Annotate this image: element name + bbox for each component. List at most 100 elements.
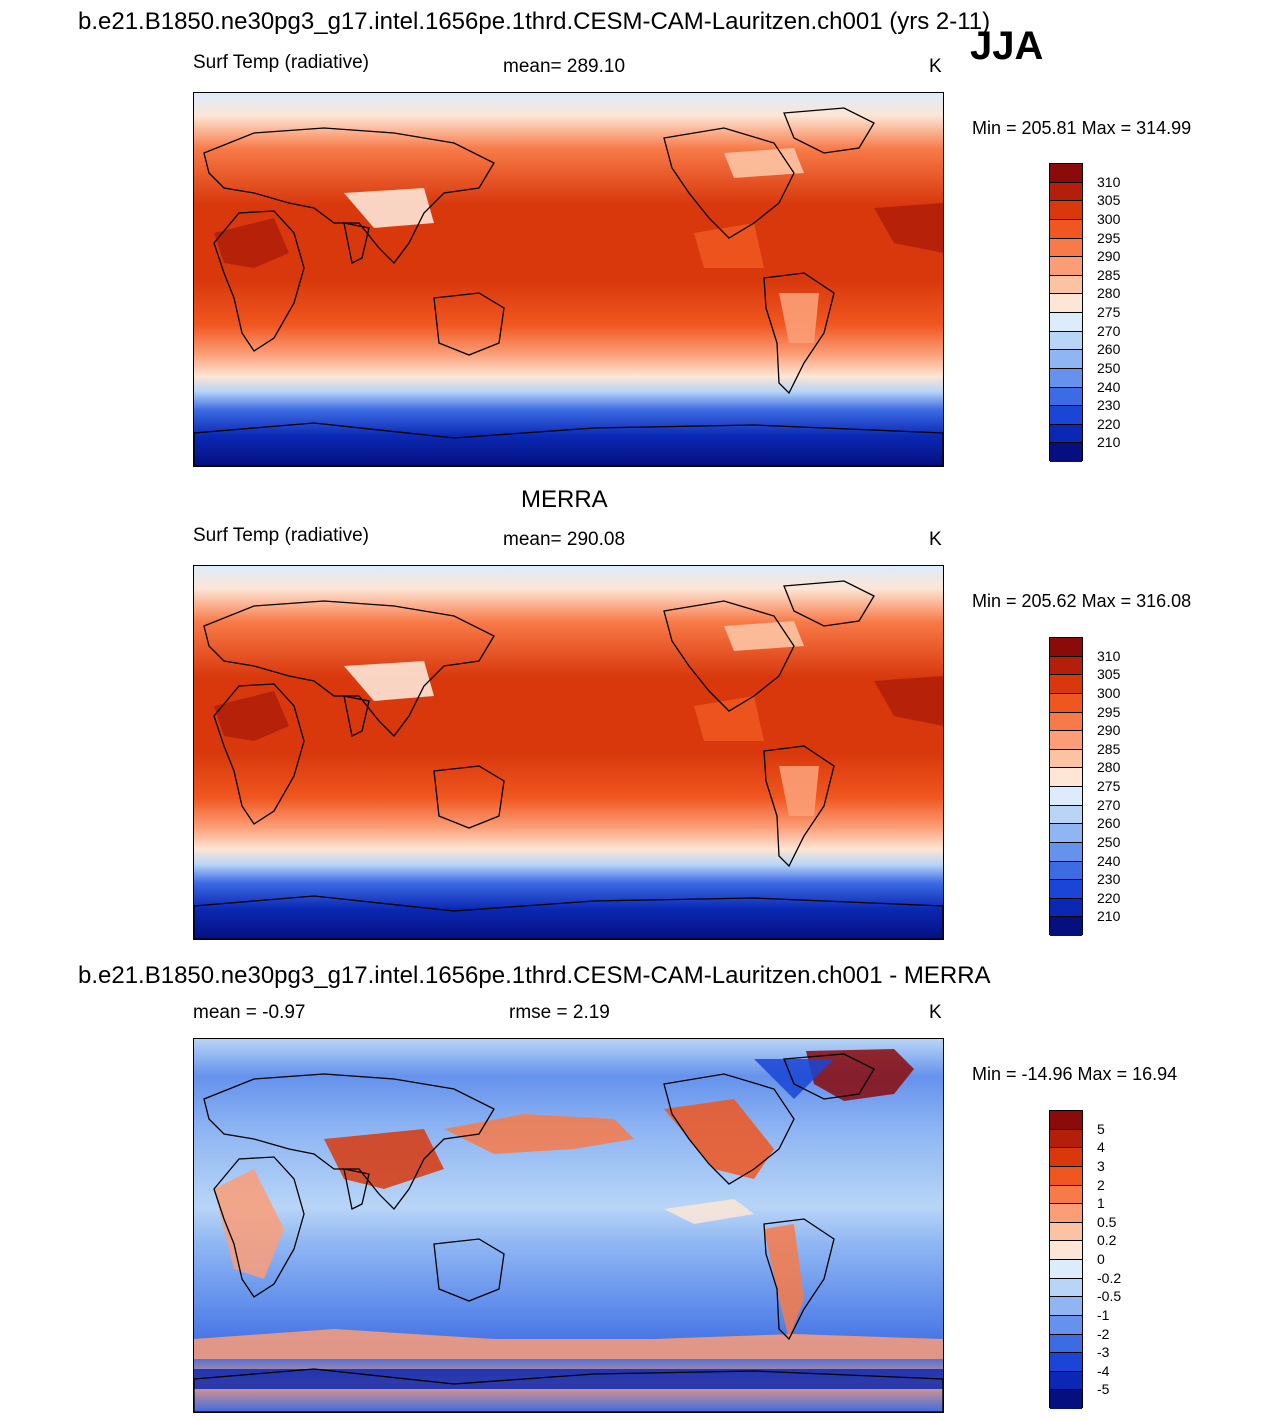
colorbar-tick-label: 4 xyxy=(1097,1139,1105,1156)
map-model xyxy=(193,92,944,467)
coastline xyxy=(433,292,505,356)
colorbar-swatch xyxy=(1050,1297,1082,1316)
colorbar-tick-label: 305 xyxy=(1097,192,1121,209)
colorbar-swatch xyxy=(1050,1278,1082,1298)
colorbar-swatch xyxy=(1050,712,1082,732)
coastline xyxy=(783,107,875,154)
colorbar-swatch xyxy=(1050,693,1082,713)
colorbar-swatch xyxy=(1050,861,1082,881)
colorbar-tick-label: 210 xyxy=(1097,434,1121,451)
colorbar-swatch xyxy=(1050,294,1082,313)
colorbar-swatch xyxy=(1050,1353,1082,1372)
mean-label: mean= 289.10 xyxy=(503,56,626,77)
main-title: b.e21.B1850.ne30pg3_g17.intel.1656pe.1th… xyxy=(78,8,991,35)
colorbar-tick-label: 0 xyxy=(1097,1251,1105,1267)
map-obs xyxy=(193,565,944,940)
coastline xyxy=(783,1053,875,1100)
anomaly-region xyxy=(214,1169,284,1279)
anomaly-region xyxy=(194,1329,943,1359)
variable-label: Surf Temp (radiative) xyxy=(193,52,369,73)
temperature-region xyxy=(344,661,434,701)
colorbar-swatch xyxy=(1050,368,1082,388)
colorbar-obs xyxy=(1049,637,1083,936)
coastline xyxy=(203,600,495,737)
mean-label: mean = -0.97 xyxy=(193,1002,306,1023)
colorbar-tick-label: 0.2 xyxy=(1097,1232,1117,1249)
panel-title: b.e21.B1850.ne30pg3_g17.intel.1656pe.1th… xyxy=(78,962,991,989)
colorbar-tick-label: 295 xyxy=(1097,703,1121,720)
colorbar-tick-label: 285 xyxy=(1097,740,1121,757)
units-label: K xyxy=(929,1002,942,1023)
colorbar-swatch xyxy=(1050,824,1082,843)
colorbar-swatch xyxy=(1050,1371,1082,1391)
colorbar-tick-label: -0.2 xyxy=(1097,1269,1122,1286)
colorbar-swatch xyxy=(1050,1315,1082,1335)
anomaly-region xyxy=(324,1129,444,1189)
colorbar-swatch xyxy=(1050,275,1082,295)
colorbar-tick-label: 0.5 xyxy=(1097,1213,1117,1230)
colorbar-tick-label: 290 xyxy=(1097,248,1121,265)
colorbar-tick-label: 2 xyxy=(1097,1176,1105,1193)
anomaly-region xyxy=(754,1059,834,1099)
map-diff xyxy=(193,1038,944,1413)
temperature-region xyxy=(694,223,764,268)
anomaly-region xyxy=(444,1114,634,1154)
colorbar-tick-label: 310 xyxy=(1097,647,1121,664)
anomaly-region xyxy=(194,1369,943,1389)
coastline xyxy=(433,1238,505,1302)
colorbar-tick-label: 280 xyxy=(1097,759,1121,776)
colorbar-swatch xyxy=(1050,406,1082,425)
colorbar-swatch xyxy=(1050,1129,1082,1149)
temperature-region xyxy=(724,621,804,651)
colorbar-tick-label: -2 xyxy=(1097,1325,1110,1342)
colorbar-swatch xyxy=(1050,898,1082,918)
colorbar-tick-label: 210 xyxy=(1097,908,1121,925)
coastline xyxy=(663,600,795,712)
field-background xyxy=(194,93,943,466)
colorbar-swatch xyxy=(1050,675,1082,694)
colorbar-swatch xyxy=(1050,1204,1082,1223)
coastline xyxy=(203,127,495,264)
coastline xyxy=(783,580,875,627)
colorbar-swatch xyxy=(1050,182,1082,202)
colorbar-tick-label: 220 xyxy=(1097,889,1121,906)
colorbar-swatch xyxy=(1050,1260,1082,1279)
temperature-region xyxy=(874,676,943,726)
temperature-region xyxy=(779,766,819,816)
colorbar-tick-label: 250 xyxy=(1097,359,1121,376)
rmse-label: rmse = 2.19 xyxy=(509,1002,610,1023)
coastline xyxy=(343,695,370,737)
colorbar-swatch xyxy=(1050,443,1082,462)
colorbar-swatch xyxy=(1050,1166,1082,1186)
colorbar-tick-label: 295 xyxy=(1097,229,1121,246)
colorbar-tick-label: 270 xyxy=(1097,322,1121,339)
colorbar-tick-label: 275 xyxy=(1097,778,1121,794)
colorbar-swatch xyxy=(1050,656,1082,676)
colorbar-tick-label: 260 xyxy=(1097,815,1121,832)
coastline xyxy=(343,1168,370,1210)
colorbar-swatch xyxy=(1050,424,1082,444)
anomaly-region xyxy=(664,1199,754,1224)
coastline xyxy=(763,1218,835,1341)
colorbar-swatch xyxy=(1050,313,1082,332)
colorbar-swatch xyxy=(1050,350,1082,369)
colorbar-swatch xyxy=(1050,1148,1082,1167)
colorbar-tick-label: 300 xyxy=(1097,684,1121,701)
panel-title: MERRA xyxy=(521,486,608,513)
colorbar-swatch xyxy=(1050,1241,1082,1260)
colorbar-tick-label: 300 xyxy=(1097,210,1121,227)
coastline xyxy=(213,1156,305,1298)
colorbar-swatch xyxy=(1050,917,1082,936)
colorbar-tick-label: 240 xyxy=(1097,852,1121,869)
temperature-region xyxy=(344,188,434,228)
colorbar-tick-label: -3 xyxy=(1097,1344,1110,1361)
coastline xyxy=(343,222,370,264)
colorbar-swatch xyxy=(1050,238,1082,258)
colorbar-tick-label: 230 xyxy=(1097,871,1121,888)
colorbar-tick-label: 250 xyxy=(1097,833,1121,850)
coastline xyxy=(213,210,305,352)
colorbar-swatch xyxy=(1050,768,1082,787)
colorbar-tick-label: 220 xyxy=(1097,415,1121,432)
mean-label: mean= 290.08 xyxy=(503,529,626,550)
colorbar-swatch xyxy=(1050,787,1082,806)
